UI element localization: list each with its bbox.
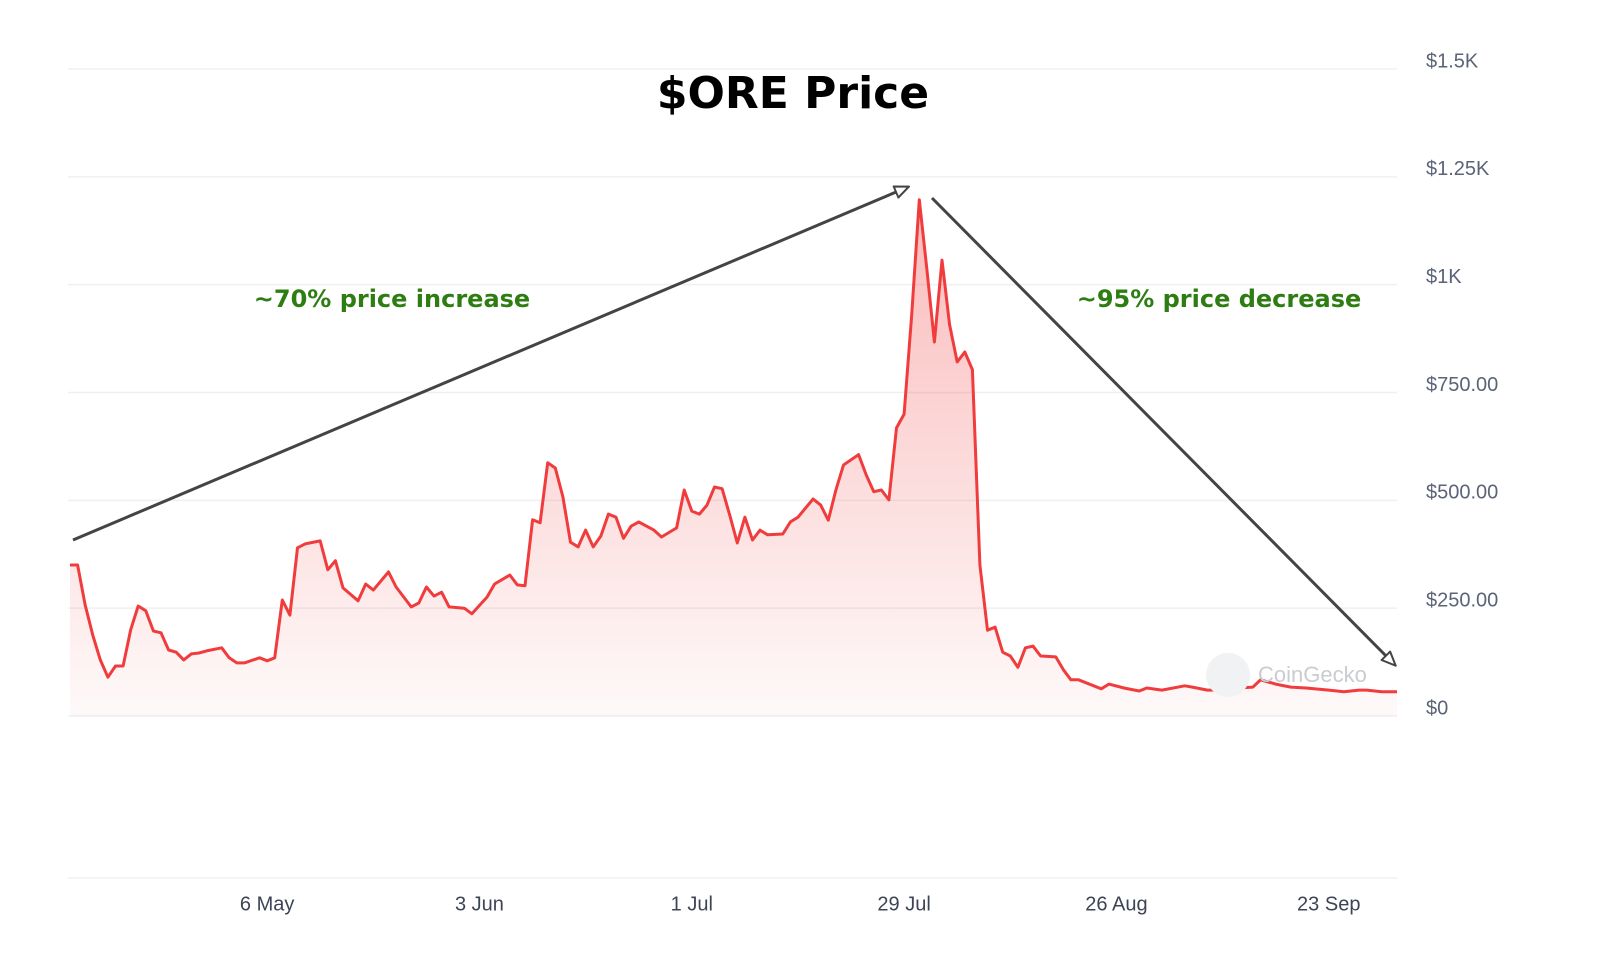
plot [70, 198, 1397, 716]
x-tick-label: 6 May [240, 893, 294, 915]
watermark: CoinGecko [1258, 662, 1367, 687]
y-tick-label: $1.5K [1426, 50, 1479, 72]
price-line [70, 198, 1397, 694]
arrow-down [930, 196, 1395, 665]
x-tick-label: 1 Jul [671, 893, 713, 915]
x-tick-label: 26 Aug [1085, 893, 1147, 915]
y-tick-label: $1K [1426, 266, 1462, 288]
annotation: ~70% price increase [254, 285, 530, 313]
watermark-logo [1206, 653, 1250, 697]
y-tick-label: $500.00 [1426, 482, 1498, 504]
x-tick-label: 3 Jun [455, 893, 504, 915]
price-area [70, 199, 1397, 716]
y-tick-label: $0 [1426, 697, 1448, 719]
annotation: ~95% price decrease [1077, 285, 1362, 313]
arrow-up [72, 187, 908, 542]
x-tick-label: 23 Sep [1297, 893, 1360, 915]
chart-title: $ORE Price [657, 68, 929, 119]
y-tick-label: $1.25K [1426, 158, 1490, 180]
y-tick-label: $750.00 [1426, 374, 1498, 396]
x-tick-label: 29 Jul [877, 893, 930, 915]
y-tick-label: $250.00 [1426, 589, 1498, 611]
